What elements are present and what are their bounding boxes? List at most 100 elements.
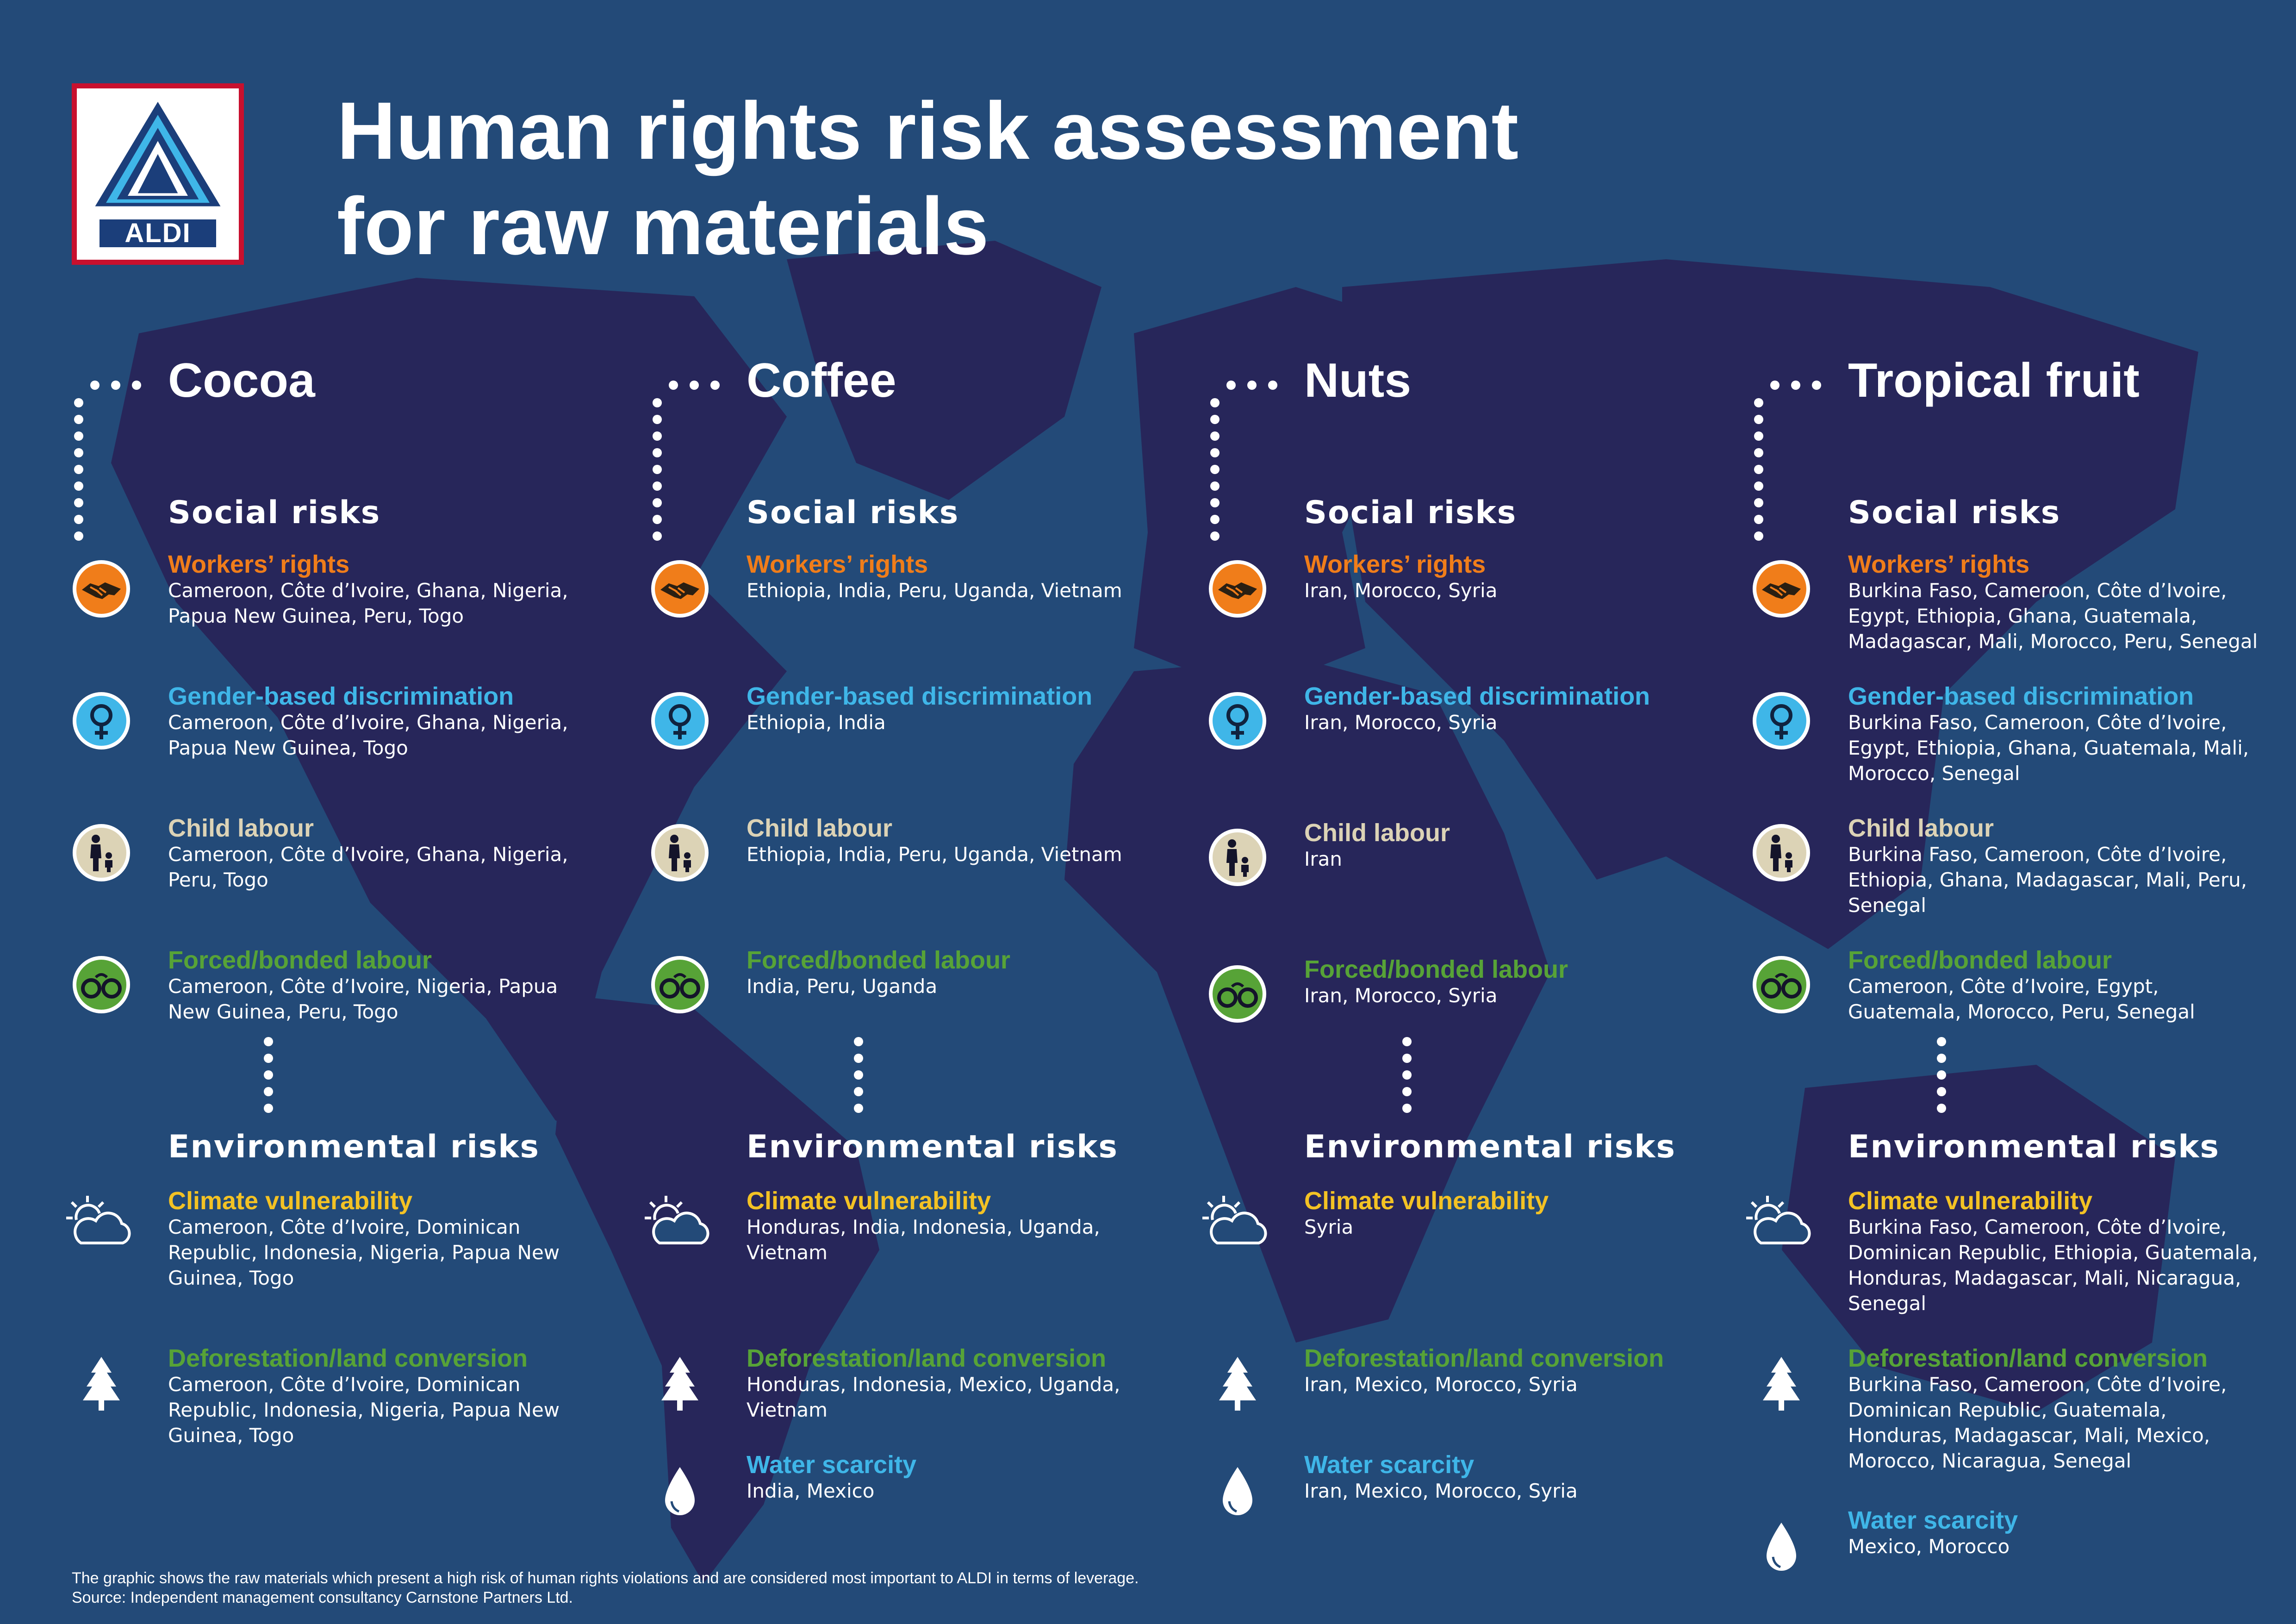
dot [1754,448,1763,457]
risk-text: Water scarcity Mexico, Morocco [1848,1507,2296,1559]
material-title: Cocoa [168,354,315,407]
map-south-america [555,995,879,1583]
risk-title: Child labour [1304,819,1450,847]
dot [653,398,662,407]
risk-countries: Burkina Faso, Cameroon, Côte d’Ivoire, D… [1848,1216,2259,1315]
footer: The graphic shows the raw materials whic… [72,1568,1692,1607]
risk-text: Climate vulnerability Cameroon, Côte d’Iv… [168,1187,816,1291]
social-risks-heading: Social risks [1304,494,1517,531]
material-column-nuts: Nuts Social risks Workers’ rights Iran, Mo… [0,0,1675,1624]
dot [653,415,662,424]
dot [1247,381,1257,390]
tree-icon [650,1354,709,1413]
dot [1210,398,1220,407]
risk-countries: Ethiopia, India, Peru, Uganda, Vietnam [747,579,1122,602]
risk-title: Gender-based discrimination [1304,682,1650,710]
map-north-america [111,278,787,1148]
dot [653,448,662,457]
sun-cloud-icon [62,1192,137,1251]
dot [90,381,100,390]
adult-child-icon [1752,823,1811,882]
handshake-icon [1752,559,1811,618]
dot [1754,481,1763,491]
risk-text: Child labour Burkina Faso, Cameroon, Côte… [1848,815,2296,918]
risk-text: Child labour Iran [1304,819,1952,872]
risk-title: Forced/bonded labour [168,946,432,974]
risk-countries: Iran, Mexico, Morocco, Syria [1304,1480,1578,1502]
dot [1210,448,1220,457]
adult-child-icon [1208,828,1267,887]
dot [1754,515,1763,524]
dot [653,481,662,491]
dot [1770,381,1780,390]
handcuffs-icon [1752,955,1811,1014]
risk-title: Deforestation/land conversion [168,1344,528,1372]
risk-countries: India, Peru, Uganda [747,975,938,998]
dot [74,415,83,424]
risk-title: Deforestation/land conversion [747,1344,1107,1372]
social-risks-heading: Social risks [168,494,381,531]
risk-text: Child labour Cameroon, Côte d’Ivoire, Gha… [168,815,816,893]
risk-text: Workers’ rights Iran, Morocco, Syria [1304,551,1952,603]
map-greenland [787,241,1101,500]
sun-cloud-icon [641,1192,715,1251]
risk-countries: Burkina Faso, Cameroon, Côte d’Ivoire, E… [1848,843,2247,917]
dot [690,381,699,390]
adult-child-icon [72,823,131,882]
tree-icon [72,1354,131,1413]
risk-title: Gender-based discrimination [747,682,1093,710]
risk-title: Water scarcity [747,1451,917,1479]
handcuffs-icon [1208,964,1267,1024]
handshake-icon [1208,559,1267,618]
risk-title: Climate vulnerability [1304,1187,1549,1215]
risk-countries: Honduras, Indonesia, Mexico, Uganda, Vie… [747,1373,1120,1421]
dot [1937,1104,1946,1113]
dot [264,1104,273,1113]
dot [264,1037,273,1046]
dot [111,381,120,390]
risk-text: Gender-based discrimination Burkina Faso,… [1848,683,2296,786]
handcuffs-icon [72,955,131,1014]
risk-text: Forced/bonded labour India, Peru, Uganda [747,947,1394,999]
female-symbol-icon [1208,691,1267,750]
footer-note: The graphic shows the raw materials whic… [72,1569,1139,1587]
risk-text: Deforestation/land conversion Iran, Mexic… [1304,1345,1952,1397]
risk-title: Climate vulnerability [747,1187,991,1215]
dot [1812,381,1821,390]
material-title: Coffee [747,354,896,407]
environmental-risks-heading: Environmental risks [1304,1129,1676,1165]
risk-countries: Iran, Mexico, Morocco, Syria [1304,1373,1578,1396]
risk-countries: Cameroon, Côte d’Ivoire, Nigeria, Papua … [168,975,558,1023]
risk-text: Gender-based discrimination Iran, Morocco… [1304,683,1952,735]
risk-countries: Mexico, Morocco [1848,1535,2010,1558]
female-symbol-icon [72,691,131,750]
risk-title: Deforestation/land conversion [1304,1344,1664,1372]
dot [74,515,83,524]
dot [1210,465,1220,474]
risk-title: Gender-based discrimination [1848,682,2194,710]
dot [74,398,83,407]
dot [653,431,662,441]
environmental-risks-heading: Environmental risks [168,1129,540,1165]
dot [1754,465,1763,474]
map-australia [1782,1065,2175,1412]
risk-title: Forced/bonded labour [747,946,1011,974]
environmental-risks-heading: Environmental risks [747,1129,1118,1165]
risk-title: Workers’ rights [1304,550,1486,578]
dot [1210,415,1220,424]
risk-title: Deforestation/land conversion [1848,1344,2208,1372]
dot [1402,1104,1412,1113]
handshake-icon [650,559,709,618]
risk-title: Child labour [168,814,314,842]
risk-countries: Iran, Morocco, Syria [1304,711,1498,734]
dot [854,1037,863,1046]
tree-icon [1752,1354,1811,1413]
dot [1754,531,1763,541]
risk-countries: Iran, Morocco, Syria [1304,579,1498,602]
social-risks-heading: Social risks [1848,494,2061,531]
risk-countries: Cameroon, Côte d’Ivoire, Dominican Repub… [168,1373,560,1447]
risk-title: Climate vulnerability [168,1187,413,1215]
dot [1226,381,1236,390]
aldi-logo-emblem [95,101,221,206]
